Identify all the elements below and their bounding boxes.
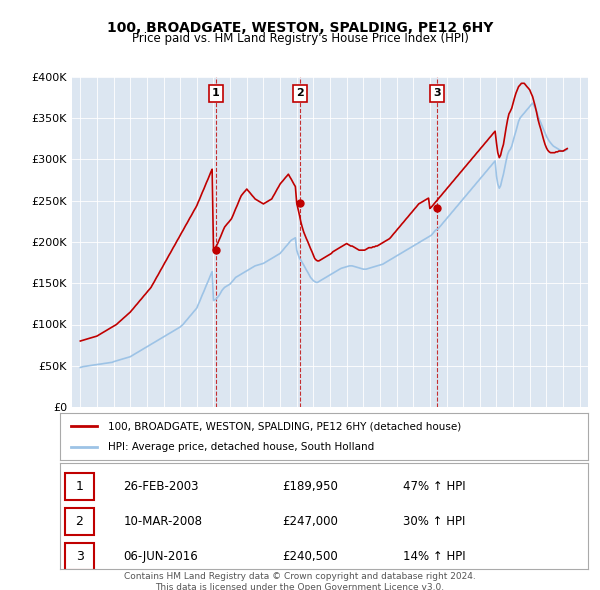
Text: 14% ↑ HPI: 14% ↑ HPI xyxy=(403,550,466,563)
FancyBboxPatch shape xyxy=(65,508,94,535)
Text: 30% ↑ HPI: 30% ↑ HPI xyxy=(403,515,466,528)
Text: £247,000: £247,000 xyxy=(282,515,338,528)
Text: 1: 1 xyxy=(212,88,220,98)
Text: 06-JUN-2016: 06-JUN-2016 xyxy=(124,550,198,563)
Text: 100, BROADGATE, WESTON, SPALDING, PE12 6HY: 100, BROADGATE, WESTON, SPALDING, PE12 6… xyxy=(107,21,493,35)
Text: Price paid vs. HM Land Registry's House Price Index (HPI): Price paid vs. HM Land Registry's House … xyxy=(131,32,469,45)
Text: 3: 3 xyxy=(433,88,441,98)
Text: 2: 2 xyxy=(296,88,304,98)
Text: 10-MAR-2008: 10-MAR-2008 xyxy=(124,515,202,528)
Text: HPI: Average price, detached house, South Holland: HPI: Average price, detached house, Sout… xyxy=(107,442,374,452)
Text: 26-FEB-2003: 26-FEB-2003 xyxy=(124,480,199,493)
FancyBboxPatch shape xyxy=(65,473,94,500)
Text: 100, BROADGATE, WESTON, SPALDING, PE12 6HY (detached house): 100, BROADGATE, WESTON, SPALDING, PE12 6… xyxy=(107,421,461,431)
Text: £189,950: £189,950 xyxy=(282,480,338,493)
Text: Contains HM Land Registry data © Crown copyright and database right 2024.
This d: Contains HM Land Registry data © Crown c… xyxy=(124,572,476,590)
Text: 1: 1 xyxy=(76,480,83,493)
Text: 47% ↑ HPI: 47% ↑ HPI xyxy=(403,480,466,493)
Text: £240,500: £240,500 xyxy=(282,550,338,563)
Text: 3: 3 xyxy=(76,550,83,563)
FancyBboxPatch shape xyxy=(65,543,94,571)
Text: 2: 2 xyxy=(76,515,83,528)
